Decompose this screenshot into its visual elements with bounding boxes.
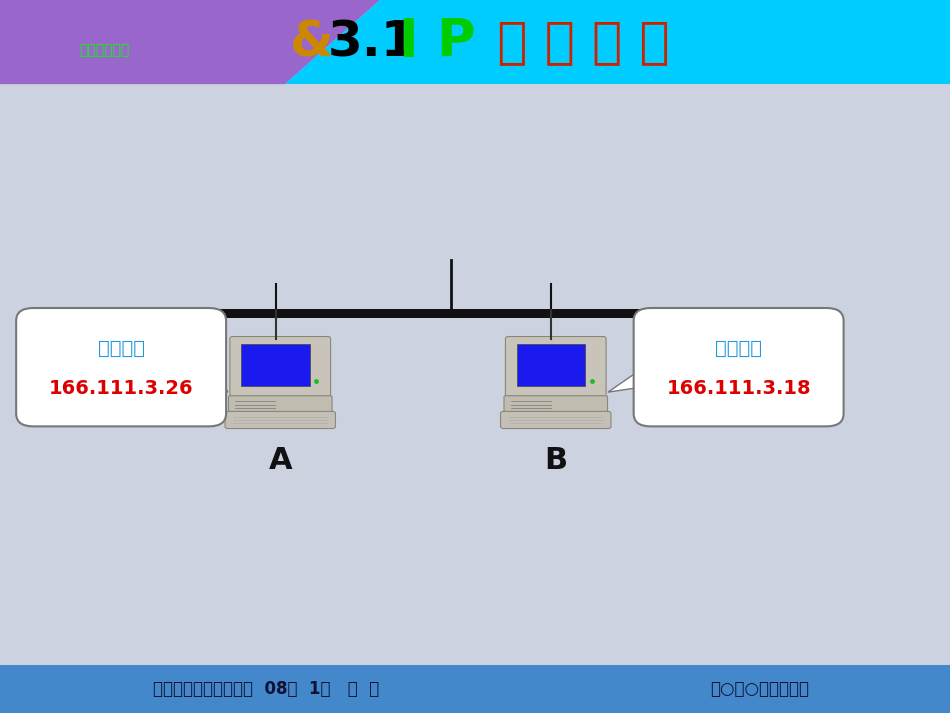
Text: 信息技术课件: 信息技术课件: [80, 43, 129, 58]
Text: 计算机与信息技术学院  08级  1班   刘  存: 计算机与信息技术学院 08级 1班 刘 存: [153, 679, 379, 698]
FancyBboxPatch shape: [241, 344, 310, 386]
FancyBboxPatch shape: [501, 411, 611, 429]
FancyBboxPatch shape: [228, 396, 332, 414]
Text: B: B: [544, 446, 567, 476]
FancyBboxPatch shape: [517, 344, 585, 386]
Text: I P: I P: [399, 16, 476, 68]
Text: &: &: [290, 18, 333, 66]
Text: 地 址 初 识: 地 址 初 识: [480, 18, 669, 66]
Text: 3.1: 3.1: [328, 18, 416, 66]
Text: 我的地址: 我的地址: [98, 339, 144, 358]
FancyBboxPatch shape: [230, 337, 331, 398]
Polygon shape: [0, 665, 950, 713]
Polygon shape: [608, 362, 651, 392]
Text: 我的地址: 我的地址: [715, 339, 762, 358]
Polygon shape: [209, 362, 228, 392]
FancyBboxPatch shape: [16, 308, 226, 426]
FancyBboxPatch shape: [225, 411, 335, 429]
FancyBboxPatch shape: [505, 337, 606, 398]
Text: 166.111.3.18: 166.111.3.18: [666, 379, 811, 398]
FancyBboxPatch shape: [634, 308, 844, 426]
Text: 166.111.3.26: 166.111.3.26: [48, 379, 194, 398]
Text: A: A: [269, 446, 292, 476]
FancyBboxPatch shape: [504, 396, 608, 414]
Polygon shape: [285, 0, 950, 84]
Text: 二○一○年四月八日: 二○一○年四月八日: [711, 679, 809, 698]
Polygon shape: [157, 309, 793, 318]
Polygon shape: [0, 0, 380, 84]
